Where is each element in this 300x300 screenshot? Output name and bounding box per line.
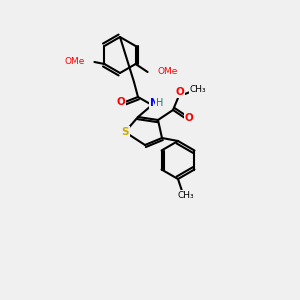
Text: S: S xyxy=(121,127,129,137)
Text: N: N xyxy=(150,98,158,108)
Text: H: H xyxy=(156,98,164,108)
Text: O: O xyxy=(184,113,194,123)
Text: OMe: OMe xyxy=(64,58,84,67)
Text: O: O xyxy=(176,87,184,97)
Text: CH₃: CH₃ xyxy=(178,190,194,200)
Text: CH₃: CH₃ xyxy=(190,85,206,94)
Text: OMe: OMe xyxy=(158,68,178,76)
Text: O: O xyxy=(117,97,125,107)
